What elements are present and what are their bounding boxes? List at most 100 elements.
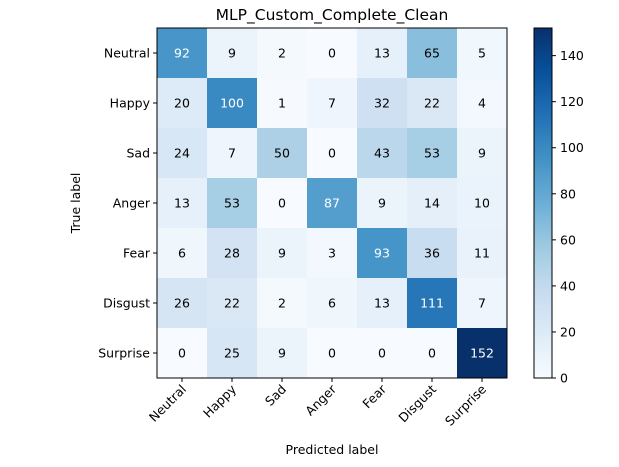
heatmap-cell [407,178,458,229]
heatmap-cell [257,78,308,129]
cell-value-label: 3 [328,246,336,261]
cell-value-label: 43 [374,146,390,161]
colorbar-tick-label: 60 [560,232,576,247]
heatmap-cell [457,228,508,279]
cell-value-label: 2 [278,296,286,311]
heatmap-cell [307,178,358,229]
heatmap-cell [357,278,408,329]
cell-value-label: 13 [374,296,390,311]
y-tick-label: Sad [126,146,150,161]
cell-value-label: 6 [328,296,336,311]
cell-value-label: 5 [478,46,486,61]
x-axis-label: Predicted label [286,442,379,457]
y-axis-label: True label [68,173,83,235]
cell-value-label: 22 [424,96,440,111]
heatmap-cell [407,78,458,129]
heatmap-cell [157,178,208,229]
cell-value-label: 9 [278,346,286,361]
heatmap-cell [307,228,358,279]
heatmap-cell [257,328,308,379]
cell-value-label: 6 [178,246,186,261]
heatmap-cell [407,28,458,79]
cell-value-label: 14 [424,196,440,211]
colorbar-tick-label: 20 [560,324,576,339]
y-tick-label: Surprise [98,346,150,361]
colorbar-tick-label: 140 [560,48,584,63]
heatmap-cell [357,78,408,129]
y-tick-label: Happy [110,96,151,111]
cell-value-label: 13 [374,46,390,61]
cell-value-label: 11 [474,246,490,261]
y-tick-label: Disgust [103,296,150,311]
y-tick-label: Neutral [104,46,150,61]
heatmap-cell [207,78,258,129]
heatmap-cell-labels: 92 9 2 0 13 65 520 100 1 7 32 22 424 7 50 0 43 53 913 53 0 87… [174,46,494,361]
heatmap-cell [157,28,208,79]
heatmap-cell [207,328,258,379]
heatmap-cell [307,28,358,79]
cell-value-label: 32 [374,96,390,111]
heatmap-cell [457,128,508,179]
cell-value-label: 4 [478,96,486,111]
cell-value-label: 0 [278,196,286,211]
heatmap-cell [257,178,308,229]
colorbar-tick-label: 100 [560,140,584,155]
heatmap-cell [357,28,408,79]
x-tick-label: Happy [200,381,240,421]
heatmap-cell [307,78,358,129]
cell-value-label: 7 [478,296,486,311]
heatmap-cell [157,278,208,329]
cell-value-label: 87 [324,196,340,211]
heatmap-cell [157,328,208,379]
cell-value-label: 36 [424,246,440,261]
cell-value-label: 92 [174,46,190,61]
x-tick-label: Disgust [395,381,439,425]
heatmap-cell [457,78,508,129]
heatmap-cell [207,178,258,229]
cell-value-label: 25 [224,346,240,361]
x-tick-label: Anger [302,381,340,419]
heatmap-cell [457,178,508,229]
cell-value-label: 2 [278,46,286,61]
heatmap-cell [457,28,508,79]
x-tick-label: Neutral [146,382,189,425]
colorbar [533,27,553,379]
heatmap-cell [207,28,258,79]
cell-value-label: 152 [470,346,494,361]
cell-value-label: 53 [224,196,240,211]
cell-value-label: 22 [224,296,240,311]
heatmap-cell [407,278,458,329]
cell-value-label: 93 [374,246,390,261]
colorbar-tick-label: 80 [560,186,576,201]
cell-value-label: 50 [274,146,290,161]
cell-value-label: 10 [474,196,490,211]
cell-value-label: 28 [224,246,240,261]
heatmap-cell [207,278,258,329]
heatmap-cell [257,278,308,329]
cell-value-label: 65 [424,46,440,61]
heatmap-cell [157,128,208,179]
cell-value-label: 0 [328,46,336,61]
heatmap-cell [207,228,258,279]
heatmap-cell [357,328,408,379]
colorbar-tick-label: 40 [560,278,576,293]
heatmap-cell [257,228,308,279]
heatmap-cell [407,128,458,179]
cell-value-label: 53 [424,146,440,161]
cell-value-label: 9 [228,46,236,61]
cell-value-label: 7 [228,146,236,161]
heatmap-cell [207,128,258,179]
y-tick-label: Anger [113,196,151,211]
cell-value-label: 1 [278,96,286,111]
x-axis-ticks: Neutral Happy Sad Anger Fear Disgust Surprise [146,378,489,429]
x-tick-label: Surprise [442,381,489,428]
cell-value-label: 24 [174,146,190,161]
heatmap-cell [257,128,308,179]
colorbar-tick-label: 120 [560,94,584,109]
heatmap-cells [157,28,508,379]
cell-value-label: 100 [220,96,244,111]
x-tick-label: Sad [262,382,289,409]
cell-value-label: 9 [278,246,286,261]
cell-value-label: 26 [174,296,190,311]
heatmap-cell [457,328,508,379]
